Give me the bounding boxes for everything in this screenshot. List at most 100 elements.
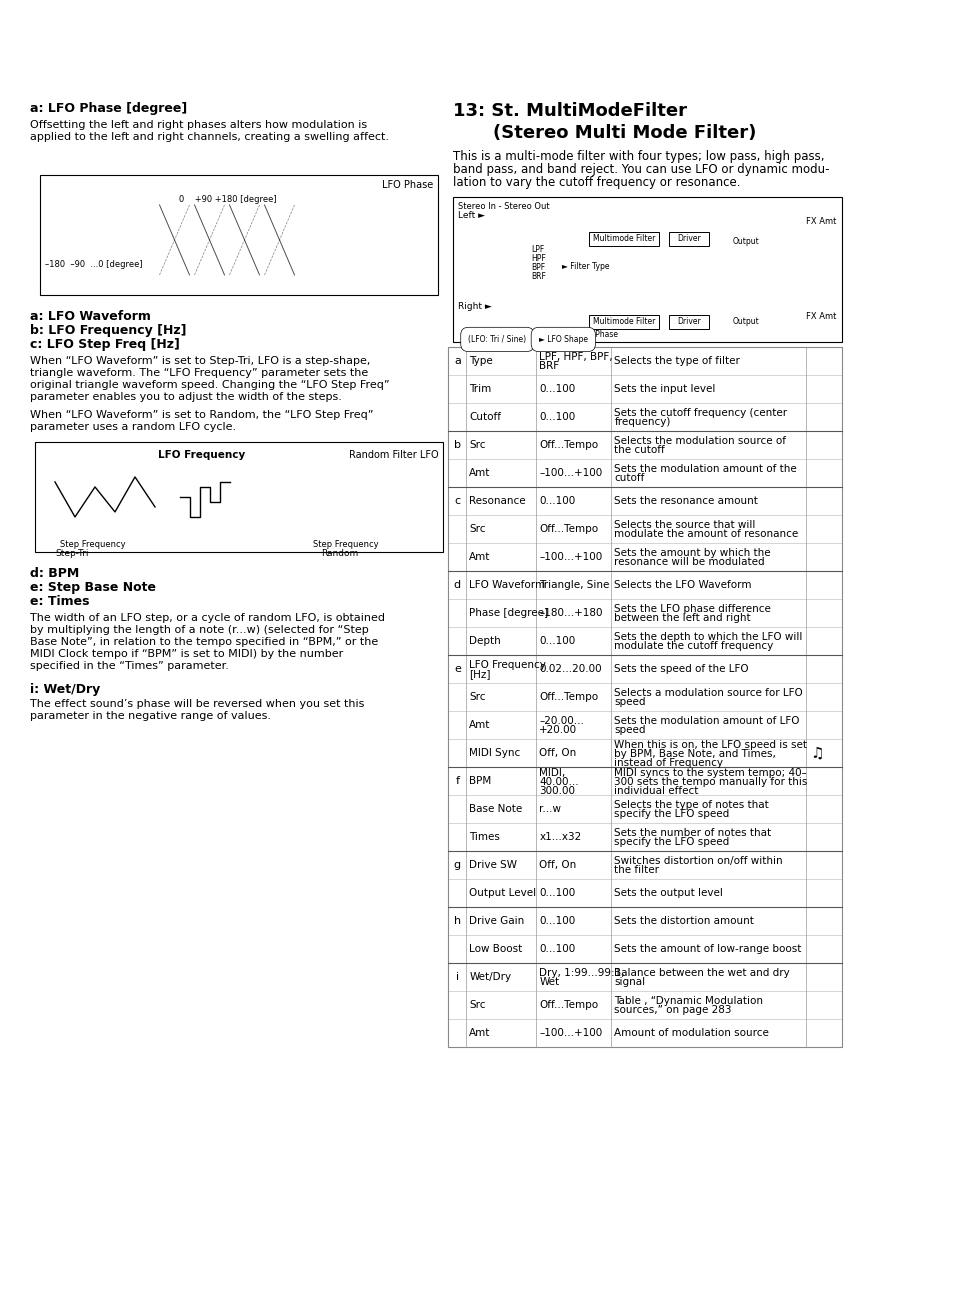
Text: Base Note”, in relation to the tempo specified in “BPM,” or the: Base Note”, in relation to the tempo spe… xyxy=(30,637,377,647)
Text: a: a xyxy=(454,356,460,366)
Text: Off...Tempo: Off...Tempo xyxy=(538,692,598,702)
Text: MIDI,: MIDI, xyxy=(538,768,565,778)
Text: lation to vary the cutoff frequency or resonance.: lation to vary the cutoff frequency or r… xyxy=(453,177,740,188)
Bar xyxy=(448,823,841,852)
Bar xyxy=(448,683,841,712)
Text: EQ and Filters (EQ/Filter): EQ and Filters (EQ/Filter) xyxy=(781,48,902,59)
Text: c: LFO Step Freq [Hz]: c: LFO Step Freq [Hz] xyxy=(30,337,180,351)
Text: Wet: Wet xyxy=(538,977,558,988)
Text: Phase [degree]: Phase [degree] xyxy=(469,608,548,617)
Bar xyxy=(448,739,841,766)
Text: FX Amt: FX Amt xyxy=(805,217,836,226)
Text: Drive Gain: Drive Gain xyxy=(469,916,524,926)
Text: x1...x32: x1...x32 xyxy=(538,832,581,842)
Text: –180...+180: –180...+180 xyxy=(538,608,602,617)
Text: 0...100: 0...100 xyxy=(538,496,575,506)
Text: Off...Tempo: Off...Tempo xyxy=(538,999,598,1010)
Text: 291: 291 xyxy=(873,26,919,46)
Text: LFO Waveform: LFO Waveform xyxy=(469,579,545,590)
Text: signal: signal xyxy=(614,977,645,988)
Bar xyxy=(448,430,841,459)
Bar xyxy=(448,543,841,570)
Text: –20.00...: –20.00... xyxy=(538,715,583,726)
Text: Times: Times xyxy=(469,832,499,842)
Text: Triangle, Sine: Triangle, Sine xyxy=(538,579,609,590)
Text: e: Times: e: Times xyxy=(30,595,90,608)
Bar xyxy=(448,906,841,935)
Text: Multimode Filter: Multimode Filter xyxy=(593,234,655,243)
Text: cutoff: cutoff xyxy=(614,473,644,483)
Text: Amt: Amt xyxy=(469,552,490,562)
Text: specify the LFO speed: specify the LFO speed xyxy=(614,808,729,819)
Text: r...w: r...w xyxy=(538,804,560,814)
Bar xyxy=(448,766,841,795)
Text: [Hz]: [Hz] xyxy=(469,668,491,679)
Text: sources,” on page 283: sources,” on page 283 xyxy=(614,1005,731,1015)
Text: by BPM, Base Note, and Times,: by BPM, Base Note, and Times, xyxy=(614,749,776,759)
Text: Random: Random xyxy=(320,549,357,559)
Text: the filter: the filter xyxy=(614,865,659,875)
Text: When “LFO Waveform” is set to Step-Tri, LFO is a step-shape,: When “LFO Waveform” is set to Step-Tri, … xyxy=(30,356,370,366)
Text: Selects the type of filter: Selects the type of filter xyxy=(614,356,740,366)
Text: Selects the source that will: Selects the source that will xyxy=(614,521,755,530)
Text: FX Amt: FX Amt xyxy=(805,311,836,320)
Text: Step Frequency: Step Frequency xyxy=(313,540,378,549)
Text: Sets the amount by which the: Sets the amount by which the xyxy=(614,548,770,559)
Text: parameter uses a random LFO cycle.: parameter uses a random LFO cycle. xyxy=(30,422,236,432)
Text: Multimode Filter: Multimode Filter xyxy=(593,318,655,327)
Text: 0...100: 0...100 xyxy=(538,385,575,394)
Text: The width of an LFO step, or a cycle of random LFO, is obtained: The width of an LFO step, or a cycle of … xyxy=(30,613,385,623)
Text: 300.00: 300.00 xyxy=(538,786,575,797)
Text: Switches distortion on/off within: Switches distortion on/off within xyxy=(614,855,782,866)
Text: Selects the type of notes that: Selects the type of notes that xyxy=(614,800,768,810)
Text: Driver: Driver xyxy=(677,234,700,243)
Bar xyxy=(589,315,659,328)
Text: a: LFO Waveform: a: LFO Waveform xyxy=(30,310,151,323)
Bar xyxy=(448,655,841,683)
Text: b: b xyxy=(454,439,460,450)
Text: When “LFO Waveform” is set to Random, the “LFO Step Freq”: When “LFO Waveform” is set to Random, th… xyxy=(30,409,374,420)
Text: Sets the speed of the LFO: Sets the speed of the LFO xyxy=(614,664,748,674)
Text: BRF: BRF xyxy=(538,361,558,371)
Text: Sets the resonance amount: Sets the resonance amount xyxy=(614,496,758,506)
Text: a: LFO Phase [degree]: a: LFO Phase [degree] xyxy=(30,102,187,115)
Text: Wet/Dry: Wet/Dry xyxy=(469,972,511,982)
Text: e: e xyxy=(454,664,460,674)
Text: ► LFO Phase: ► LFO Phase xyxy=(569,330,618,339)
Text: 0...100: 0...100 xyxy=(538,916,575,926)
Text: specify the LFO speed: specify the LFO speed xyxy=(614,837,729,848)
Bar xyxy=(448,599,841,627)
Text: by multiplying the length of a note (r...w) (selected for “Step: by multiplying the length of a note (r..… xyxy=(30,625,369,634)
Text: Resonance: Resonance xyxy=(469,496,525,506)
Text: Table , “Dynamic Modulation: Table , “Dynamic Modulation xyxy=(614,995,762,1006)
Text: modulate the amount of resonance: modulate the amount of resonance xyxy=(614,528,798,539)
Text: Off, On: Off, On xyxy=(538,859,576,870)
Text: Output: Output xyxy=(732,317,759,326)
Text: Output Level: Output Level xyxy=(469,888,536,897)
Text: Sets the distortion amount: Sets the distortion amount xyxy=(614,916,754,926)
Text: original triangle waveform speed. Changing the “LFO Step Freq”: original triangle waveform speed. Changi… xyxy=(30,379,389,390)
Text: LFO Frequency: LFO Frequency xyxy=(157,450,245,460)
Text: LPF: LPF xyxy=(531,245,544,254)
Text: speed: speed xyxy=(614,725,645,735)
Text: Base Note: Base Note xyxy=(469,804,522,814)
Text: LFO Phase: LFO Phase xyxy=(382,181,433,190)
Text: Sets the depth to which the LFO will: Sets the depth to which the LFO will xyxy=(614,632,801,642)
Text: triangle waveform. The “LFO Frequency” parameter sets the: triangle waveform. The “LFO Frequency” p… xyxy=(30,368,368,378)
Text: 0...100: 0...100 xyxy=(538,412,575,422)
Text: BPM: BPM xyxy=(469,776,491,786)
Text: When this is on, the LFO speed is set: When this is on, the LFO speed is set xyxy=(614,740,806,749)
Text: c: c xyxy=(454,496,460,506)
Text: –180  –90  ...0 [degree]: –180 –90 ...0 [degree] xyxy=(45,260,143,269)
Text: (Stereo Multi Mode Filter): (Stereo Multi Mode Filter) xyxy=(493,124,756,143)
Text: d: d xyxy=(454,579,460,590)
Bar xyxy=(448,347,841,375)
Bar xyxy=(448,991,841,1019)
Text: Output: Output xyxy=(732,237,759,246)
Text: Sets the modulation amount of LFO: Sets the modulation amount of LFO xyxy=(614,715,799,726)
Bar xyxy=(448,515,841,543)
Text: e: Step Base Note: e: Step Base Note xyxy=(30,581,156,594)
Text: Off...Tempo: Off...Tempo xyxy=(538,525,598,534)
Bar xyxy=(453,198,841,341)
Text: Src: Src xyxy=(469,692,485,702)
